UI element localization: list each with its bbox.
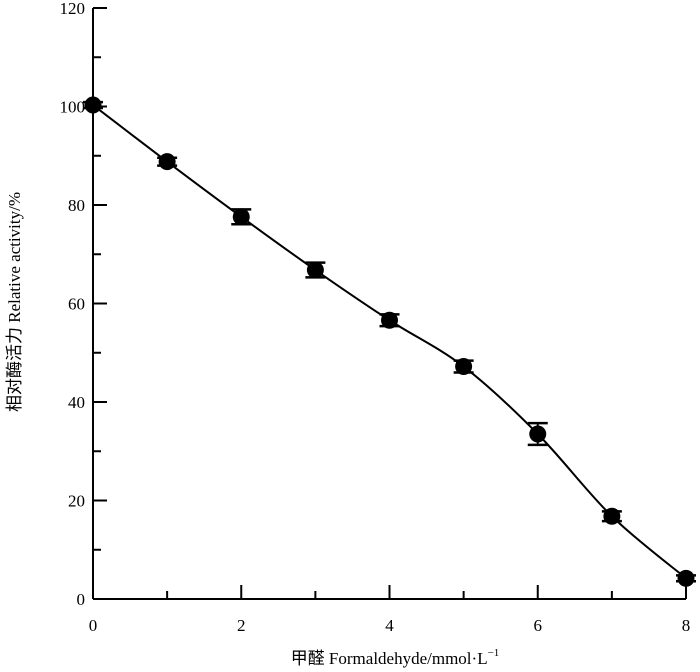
data-point	[603, 507, 621, 525]
y-axis-title: 相对酶活力 Relative activity/%	[5, 192, 24, 412]
y-tick-label: 120	[60, 0, 86, 18]
y-tick-label: 80	[68, 196, 85, 215]
data-point	[306, 261, 324, 279]
data-point	[381, 311, 398, 329]
axes	[92, 8, 686, 600]
y-tick-label: 20	[68, 492, 85, 511]
data-point	[84, 96, 102, 114]
x-axis-title: 甲醛 Formaldehyde/mmol·L−1	[291, 647, 500, 668]
data-point	[677, 569, 695, 587]
data-point	[455, 358, 473, 376]
y-tick-label: 40	[68, 393, 85, 412]
y-tick-label: 0	[77, 590, 86, 609]
series	[83, 96, 696, 587]
series-line	[92, 104, 687, 580]
x-tick-label: 8	[682, 616, 691, 635]
y-tick-label: 100	[60, 98, 86, 117]
x-tick-label: 6	[534, 616, 543, 635]
x-tick-label: 2	[237, 616, 246, 635]
tick-labels: 0 20 40 60 80 100 120 0 2 4 6 8	[60, 0, 691, 635]
data-point	[158, 153, 176, 171]
x-tick-label: 4	[385, 616, 394, 635]
data-point	[529, 425, 547, 443]
ticks	[92, 7, 687, 600]
x-tick-label: 0	[89, 616, 98, 635]
data-point	[232, 208, 250, 226]
y-tick-label: 60	[68, 295, 85, 314]
